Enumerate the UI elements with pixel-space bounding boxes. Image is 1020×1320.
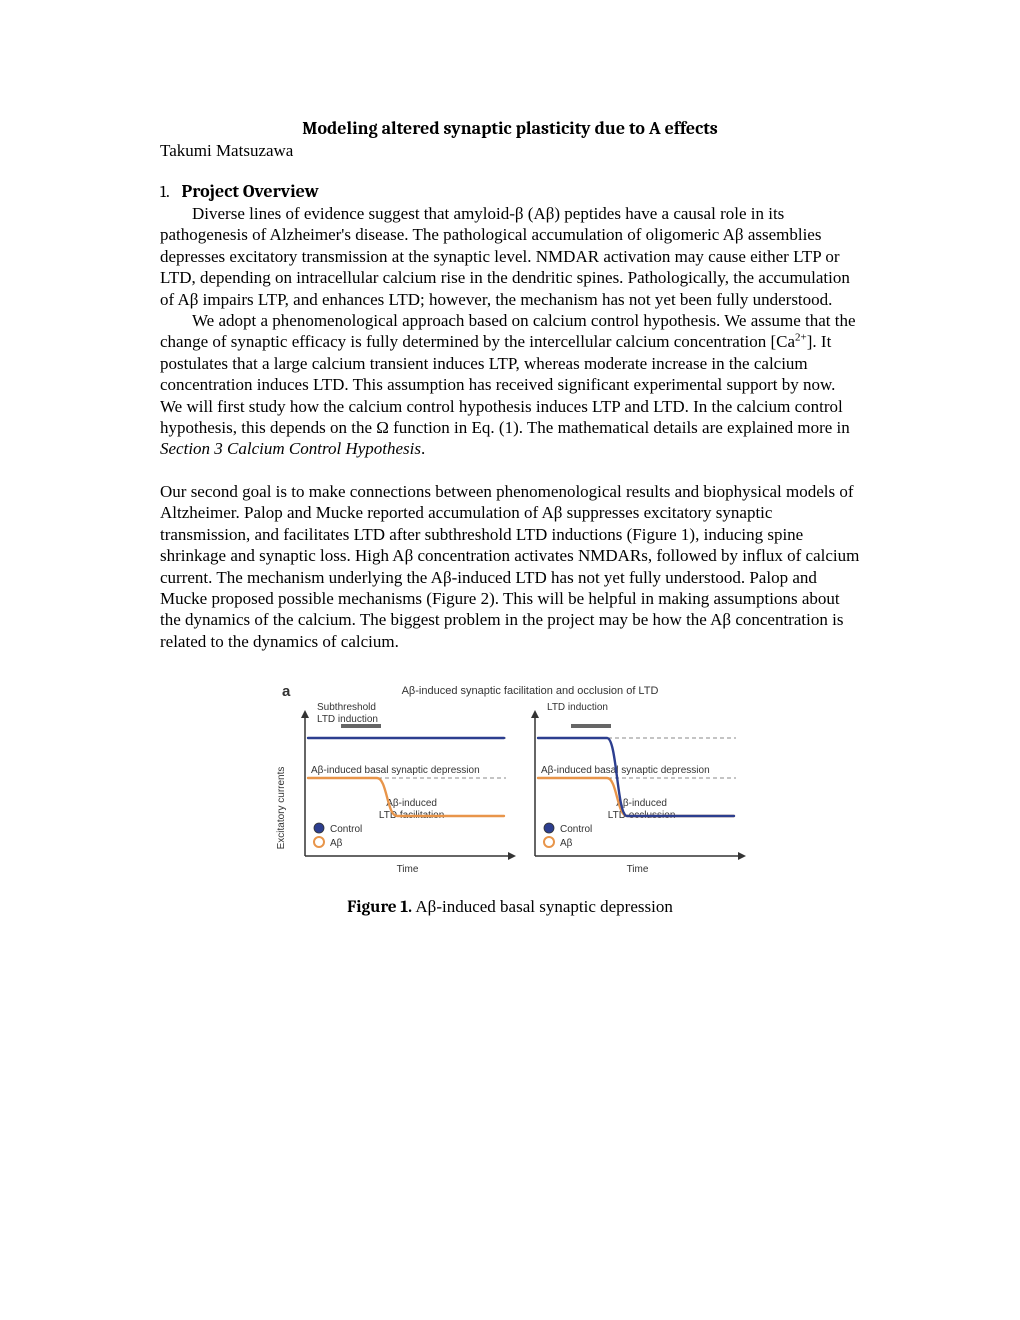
section-name: Project Overview xyxy=(182,181,319,202)
svg-text:Aβ: Aβ xyxy=(330,838,343,849)
svg-text:SubthresholdLTD induction: SubthresholdLTD induction xyxy=(317,702,378,725)
figure-1: a Aβ-induced synaptic facilitation and oc… xyxy=(160,678,860,917)
section-heading: 1. Project Overview xyxy=(160,181,860,202)
svg-text:Aβ: Aβ xyxy=(560,838,573,849)
text-span: We adopt a phenomenological approach bas… xyxy=(160,311,856,351)
paragraph-3: Our second goal is to make connections b… xyxy=(160,481,860,652)
text-span: . xyxy=(421,439,425,458)
section-number: 1. xyxy=(160,183,170,202)
figure-caption-text: Aβ-induced basal synaptic depression xyxy=(412,897,673,916)
svg-text:Control: Control xyxy=(560,824,592,835)
paragraph-1: Diverse lines of evidence suggest that a… xyxy=(160,203,860,310)
figure-caption-label: Figure 1. xyxy=(347,898,412,917)
svg-text:Time: Time xyxy=(627,864,649,875)
paper-title: Modeling altered synaptic plasticity due… xyxy=(160,118,860,139)
svg-text:Control: Control xyxy=(330,824,362,835)
svg-text:Aβ-induced basal synaptic depr: Aβ-induced basal synaptic depression xyxy=(311,765,480,776)
svg-text:LTD induction: LTD induction xyxy=(547,702,608,713)
svg-text:Time: Time xyxy=(397,864,419,875)
svg-text:Excitatory currents: Excitatory currents xyxy=(276,767,287,850)
figure-graphic: a Aβ-induced synaptic facilitation and oc… xyxy=(260,678,760,893)
superscript: 2+ xyxy=(795,332,807,344)
author-name: Takumi Matsuzawa xyxy=(160,141,860,161)
paragraph-2: We adopt a phenomenological approach bas… xyxy=(160,310,860,460)
svg-text:Aβ-induced synaptic facilitati: Aβ-induced synaptic facilitation and occ… xyxy=(402,685,659,697)
svg-text:Aβ-induced basal synaptic depr: Aβ-induced basal synaptic depression xyxy=(541,765,710,776)
svg-text:a: a xyxy=(282,683,291,700)
figure-caption: Figure 1. Aβ-induced basal synaptic depr… xyxy=(347,897,673,917)
section-reference: Section 3 Calcium Control Hypothesis xyxy=(160,439,421,458)
